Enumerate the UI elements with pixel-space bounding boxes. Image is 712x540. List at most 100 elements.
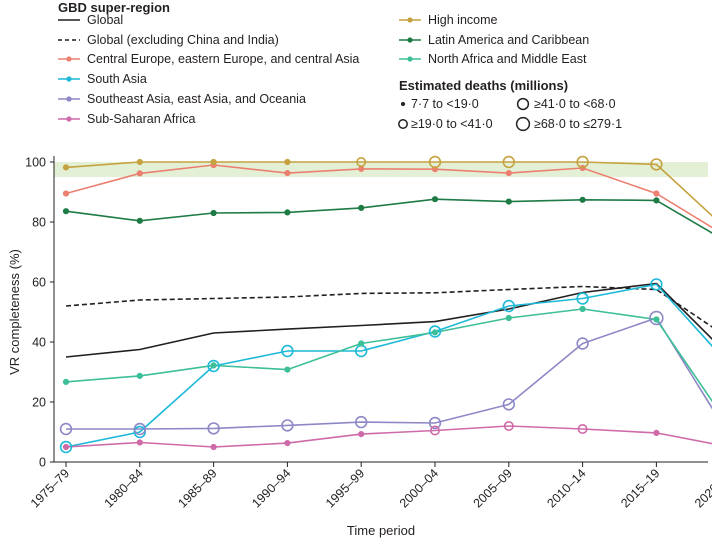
data-point-southeast-asia-east-asia-and-oceania <box>355 415 368 429</box>
series-line-high-income <box>65 161 712 217</box>
data-point-latin-america-and-caribbean <box>358 204 365 211</box>
legend-label-south-asia: South Asia <box>87 72 147 86</box>
data-point-central-europe-eastern-europe-and-central-asia <box>136 170 143 177</box>
data-point-latin-america-and-caribbean <box>431 196 439 203</box>
legend-label-north-africa-and-middle-east: North Africa and Middle East <box>428 52 587 66</box>
legend-label-global-excluding-china-and-india: Global (excluding China and India) <box>87 33 279 47</box>
data-point-high-income <box>428 155 442 169</box>
y-axis-title: VR completeness (%) <box>7 249 22 375</box>
x-tick-label: 1990–94 <box>249 466 293 510</box>
legend-label-sub-saharan-africa: Sub-Saharan Africa <box>87 112 195 126</box>
size-legend-marker <box>515 116 531 132</box>
series-line-north-africa-and-middle-east <box>65 308 712 403</box>
data-point-high-income <box>136 158 143 166</box>
data-point-sub-saharan-africa <box>577 423 588 434</box>
x-tick-label: 2010–14 <box>544 466 588 510</box>
x-tick-label: 2000–04 <box>397 466 441 510</box>
data-point-north-africa-and-middle-east <box>210 362 217 369</box>
data-point-latin-america-and-caribbean <box>505 198 512 205</box>
data-point-south-asia <box>650 278 663 291</box>
legend-marker-central-europe-eastern-europe-and-central-asia <box>66 56 72 62</box>
data-point-south-asia <box>428 325 442 338</box>
legend-marker-south-asia <box>66 76 72 82</box>
data-point-sub-saharan-africa <box>503 420 514 431</box>
legend-label-southeast-asia-east-asia-and-oceania: Southeast Asia, east Asia, and Oceania <box>87 92 306 106</box>
data-point-south-asia <box>281 344 294 358</box>
data-point-south-asia <box>59 440 73 454</box>
data-point-central-europe-eastern-europe-and-central-asia <box>358 165 365 172</box>
legend-marker-sub-saharan-africa <box>66 116 72 122</box>
data-point-high-income <box>502 155 515 169</box>
legend-marker-southeast-asia-east-asia-and-oceania <box>66 96 72 102</box>
y-tick-label: 100 <box>25 156 46 170</box>
size-legend-marker <box>401 102 405 106</box>
legend-label-high-income: High income <box>428 13 498 27</box>
data-point-south-asia <box>207 359 220 373</box>
y-tick-label: 0 <box>39 456 46 470</box>
size-legend-label: ≥19·0 to <41·0 <box>411 117 493 131</box>
legend-title: GBD super-region <box>58 0 170 15</box>
legend-label-global: Global <box>87 13 123 27</box>
x-tick-label: 2015–19 <box>618 466 662 510</box>
series-line-sub-saharan-africa <box>65 425 712 448</box>
data-point-southeast-asia-east-asia-and-oceania <box>59 422 73 436</box>
data-point-central-europe-eastern-europe-and-central-asia <box>284 170 291 177</box>
legend-marker-high-income <box>407 17 413 23</box>
data-point-central-europe-eastern-europe-and-central-asia <box>62 190 70 197</box>
legend-marker-latin-america-and-caribbean <box>407 37 413 43</box>
y-tick-label: 20 <box>32 396 46 410</box>
data-point-high-income <box>62 164 70 171</box>
data-point-latin-america-and-caribbean <box>579 196 586 203</box>
data-point-latin-america-and-caribbean <box>62 208 70 215</box>
data-point-high-income <box>210 158 217 166</box>
data-point-central-europe-eastern-europe-and-central-asia <box>505 170 512 177</box>
data-point-north-africa-and-middle-east <box>284 366 291 373</box>
y-tick-label: 60 <box>32 276 46 290</box>
data-point-sub-saharan-africa <box>429 425 440 436</box>
series-line-global-excluding-china-and-india <box>65 285 712 328</box>
data-point-north-africa-and-middle-east <box>431 329 439 336</box>
data-point-southeast-asia-east-asia-and-oceania <box>133 422 147 436</box>
data-point-sub-saharan-africa <box>210 443 217 451</box>
x-tick-label: 1975–79 <box>28 466 72 510</box>
data-point-north-africa-and-middle-east <box>62 378 70 385</box>
data-point-north-africa-and-middle-east <box>358 340 365 347</box>
data-point-high-income <box>356 157 367 168</box>
size-legend-label: ≥41·0 to <68·0 <box>534 97 616 111</box>
data-point-southeast-asia-east-asia-and-oceania <box>428 416 442 430</box>
size-legend-marker <box>516 97 530 111</box>
series-line-central-europe-eastern-europe-and-central-asia <box>65 164 712 229</box>
data-point-high-income <box>576 155 589 169</box>
data-point-latin-america-and-caribbean <box>210 209 217 217</box>
data-point-southeast-asia-east-asia-and-oceania <box>576 337 589 350</box>
data-point-north-africa-and-middle-east <box>653 316 660 323</box>
data-point-sub-saharan-africa <box>358 431 365 438</box>
data-point-southeast-asia-east-asia-and-oceania <box>281 419 294 432</box>
legend-label-central-europe-eastern-europe-and-central-asia: Central Europe, eastern Europe, and cent… <box>87 52 359 66</box>
data-point-sub-saharan-africa <box>653 429 660 436</box>
data-point-latin-america-and-caribbean <box>284 209 291 216</box>
legend-marker-north-africa-and-middle-east <box>407 56 413 62</box>
x-tick-label: 2020–21 <box>692 466 712 510</box>
data-point-high-income <box>650 158 663 171</box>
data-point-southeast-asia-east-asia-and-oceania <box>649 310 664 326</box>
data-point-high-income <box>284 158 291 166</box>
series-line-latin-america-and-caribbean <box>65 198 712 234</box>
data-point-latin-america-and-caribbean <box>136 217 143 224</box>
y-tick-label: 40 <box>32 336 46 350</box>
y-tick-label: 80 <box>32 216 46 230</box>
series-line-global <box>65 282 712 358</box>
data-point-south-asia <box>502 299 515 313</box>
data-point-southeast-asia-east-asia-and-oceania <box>207 422 220 435</box>
data-point-sub-saharan-africa <box>284 440 291 447</box>
size-legend-marker <box>398 119 408 129</box>
size-legend-title: Estimated deaths (millions) <box>399 78 568 93</box>
x-tick-label: 1995–99 <box>323 466 367 510</box>
data-point-sub-saharan-africa <box>62 443 70 451</box>
x-tick-label: 1980–84 <box>102 466 146 510</box>
data-point-latin-america-and-caribbean <box>653 197 660 204</box>
series-line-south-asia <box>65 283 712 448</box>
x-tick-label: 2005–09 <box>471 466 515 510</box>
data-point-north-africa-and-middle-east <box>505 314 512 322</box>
